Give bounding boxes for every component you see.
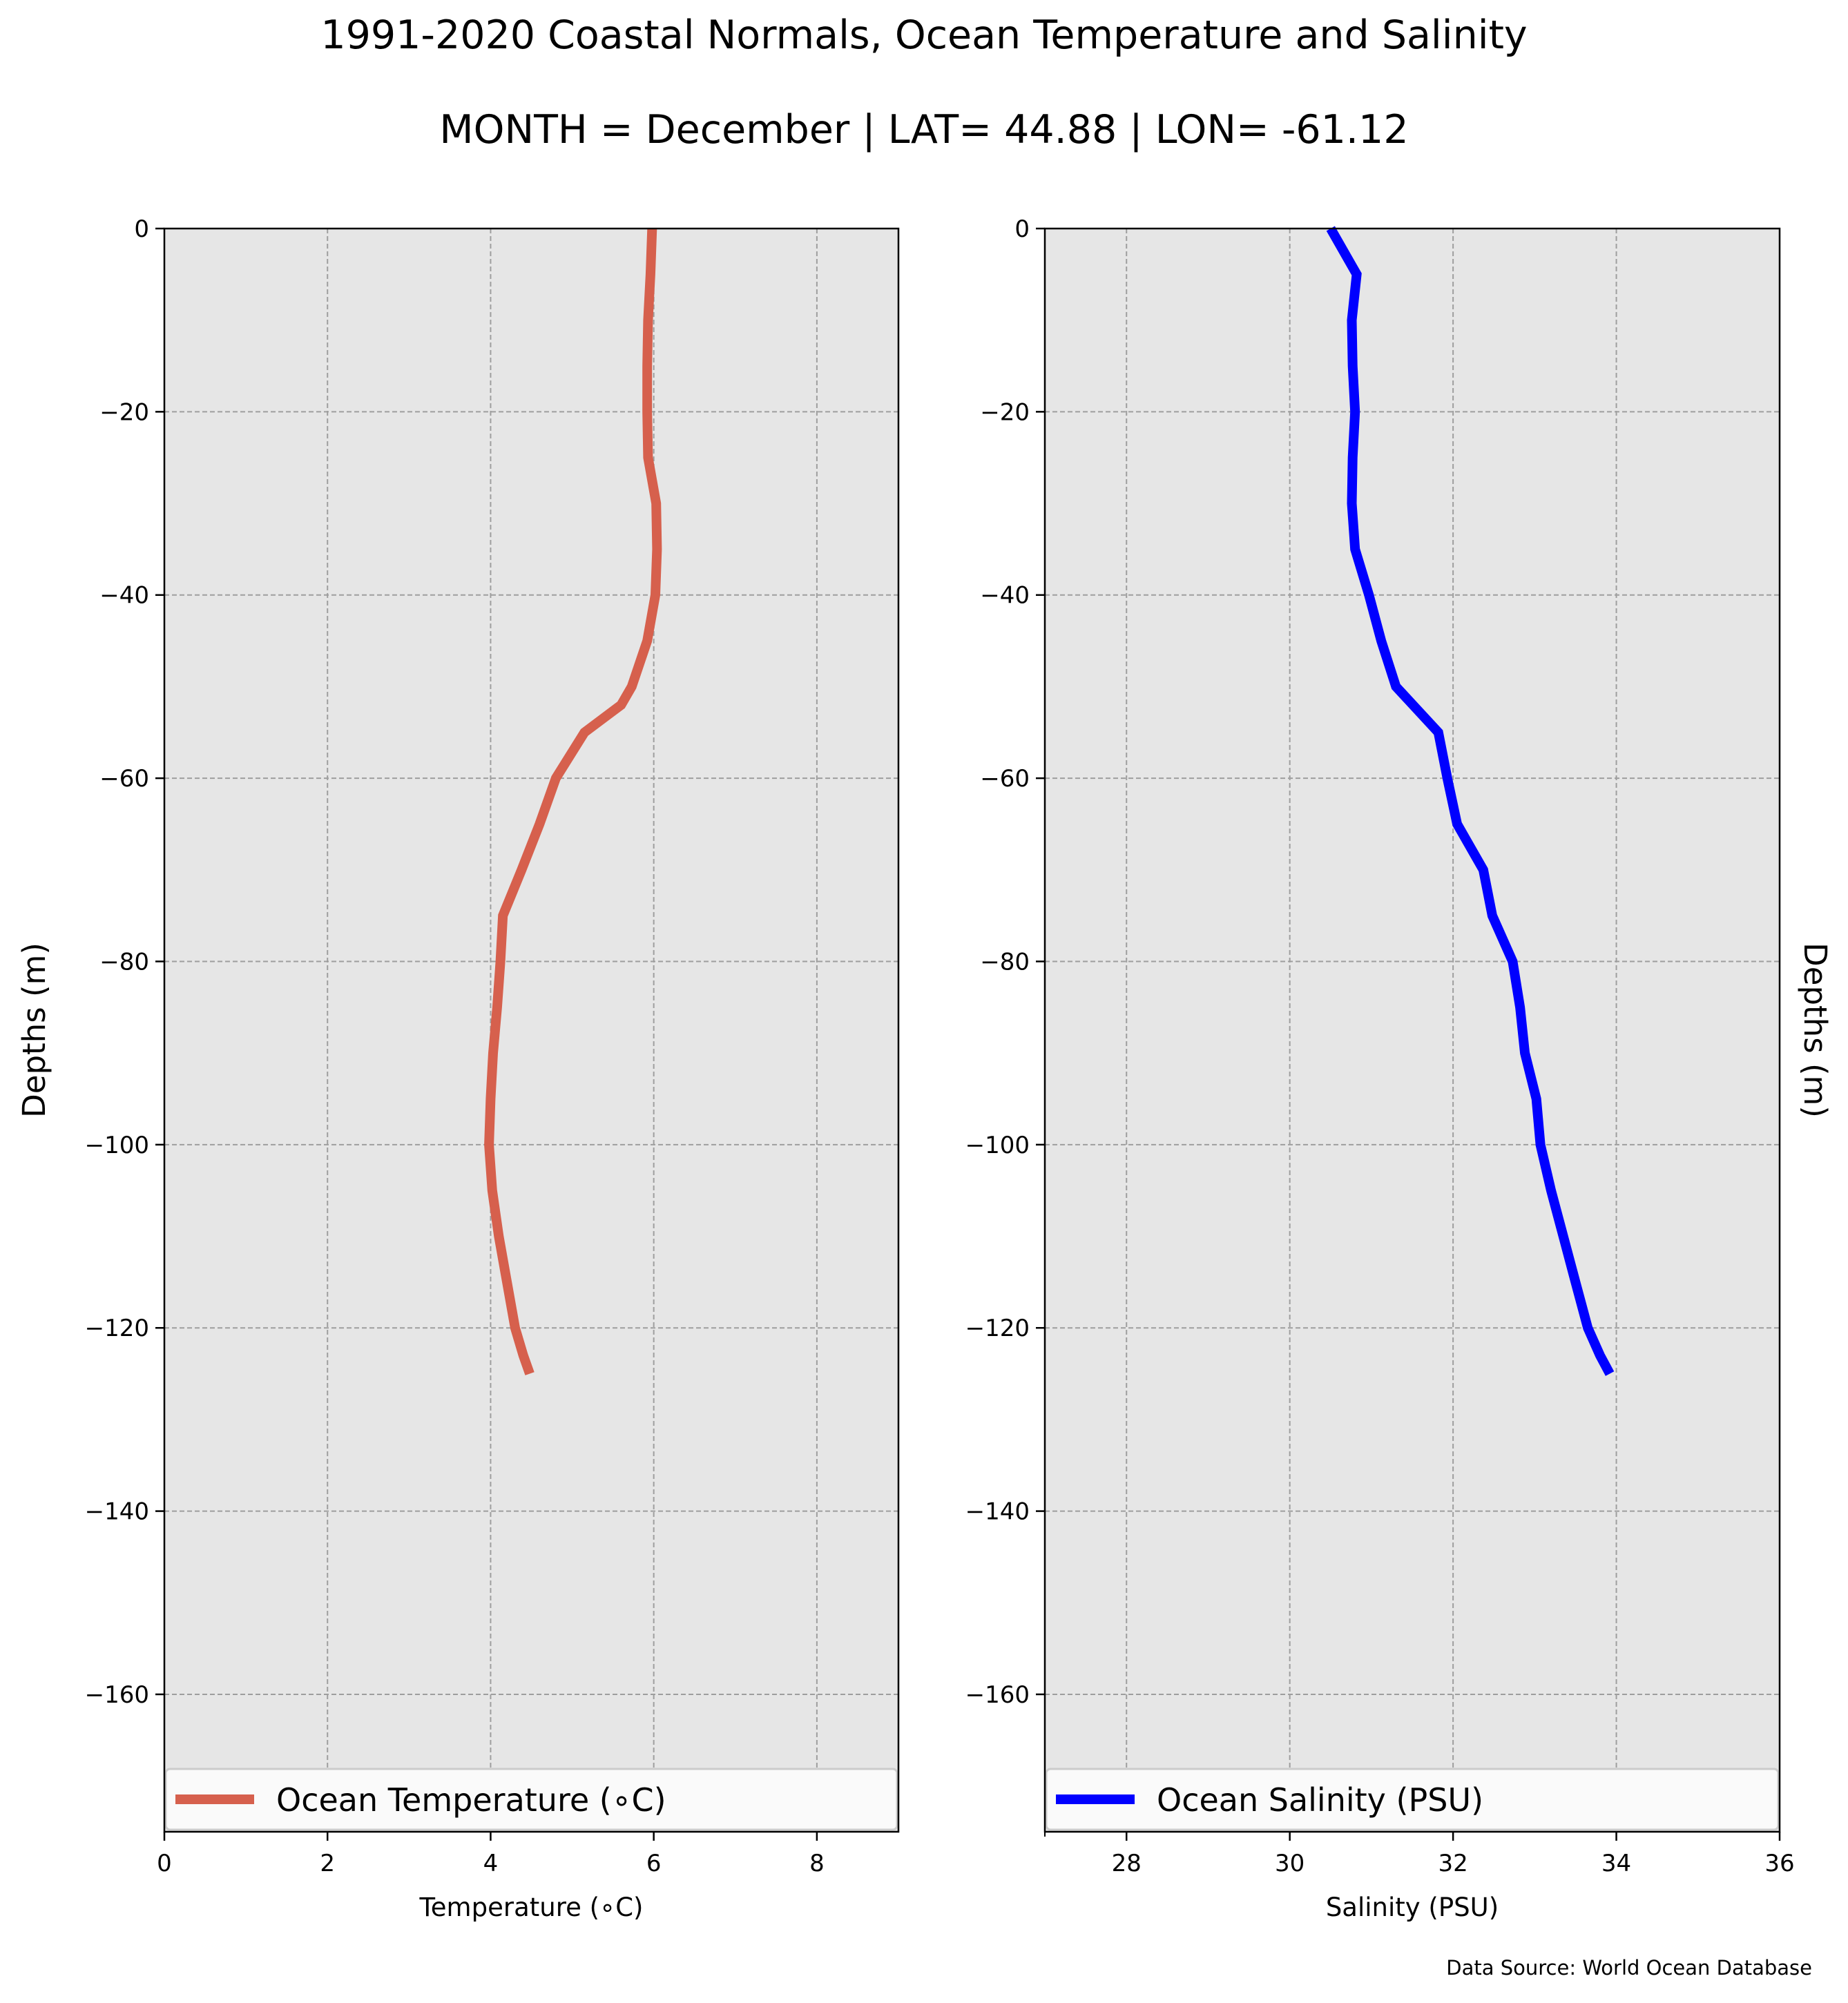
- plot-area-background: [1045, 229, 1780, 1832]
- y-tick-label: −160: [965, 1681, 1030, 1709]
- x-tick-label: 28: [1112, 1850, 1142, 1877]
- series-line-salinity: [1326, 226, 1615, 1376]
- y-axis-label: Depths (m): [16, 942, 52, 1118]
- x-tick-label: 36: [1764, 1850, 1794, 1877]
- y-tick-label: 0: [134, 215, 149, 243]
- y-tick-label: −100: [965, 1132, 1030, 1159]
- series-line-temperature: [484, 228, 662, 1375]
- axes-frame: [163, 227, 900, 1833]
- y-tick-label: −100: [85, 1132, 149, 1159]
- y-tick-label: −80: [980, 948, 1030, 976]
- y-tick-label: −60: [980, 765, 1030, 793]
- y-tick-label: −160: [85, 1681, 149, 1709]
- legend: Ocean Salinity (PSU): [1045, 1768, 1780, 1831]
- plot-area-background: [164, 229, 898, 1832]
- y-tick-label: 0: [1014, 215, 1030, 243]
- x-axis-label: Temperature (∘C): [418, 1893, 643, 1922]
- y-tick-label: −120: [965, 1315, 1030, 1342]
- x-axis-label: Salinity (PSU): [1326, 1893, 1499, 1922]
- y-tick-label: −20: [980, 398, 1030, 426]
- legend-label-salinity: Ocean Salinity (PSU): [1157, 1781, 1483, 1819]
- legend-label-temperature: Ocean Temperature (∘C): [276, 1781, 666, 1819]
- chart-panel-salinity: Ocean Salinity (PSU) 28 30 32 34 36 0 −20 −40 −60…: [965, 215, 1833, 1922]
- y-tick-label: −80: [99, 948, 149, 976]
- y-tick-label: −40: [980, 582, 1030, 610]
- y-tick-label: −60: [99, 765, 149, 793]
- y-tick-label: −140: [965, 1498, 1030, 1526]
- x-tick-label: 30: [1275, 1850, 1305, 1877]
- chart-subtitle: MONTH = December | LAT= 44.88 | LON= -61…: [439, 107, 1409, 153]
- axes-frame: [1043, 227, 1781, 1833]
- legend: Ocean Temperature (∘C): [164, 1768, 898, 1831]
- y-tick-label: −40: [99, 582, 149, 610]
- legend-box: [1045, 1768, 1780, 1831]
- x-tick-label: 32: [1438, 1850, 1467, 1877]
- y-tick-label: −140: [85, 1498, 149, 1526]
- y-tick-label: −120: [85, 1315, 149, 1342]
- x-tick-label: 34: [1601, 1850, 1631, 1877]
- x-tick-label: 0: [157, 1850, 172, 1877]
- y-axis-label: Depths (m): [1797, 942, 1833, 1118]
- x-tick-label: 4: [483, 1850, 499, 1877]
- chart-title: 1991-2020 Coastal Normals, Ocean Tempera…: [320, 12, 1528, 58]
- legend-box: [164, 1768, 898, 1831]
- x-tick-label: 6: [646, 1850, 662, 1877]
- data-source-note: Data Source: World Ocean Database: [1446, 1956, 1812, 1980]
- chart-panel-temperature: Ocean Temperature (∘C) 0 2 4 6 8 0 −20 −40 −60 −80…: [16, 215, 900, 1922]
- x-tick-label: 2: [320, 1850, 335, 1877]
- x-tick-label: 8: [809, 1850, 825, 1877]
- y-tick-label: −20: [99, 398, 149, 426]
